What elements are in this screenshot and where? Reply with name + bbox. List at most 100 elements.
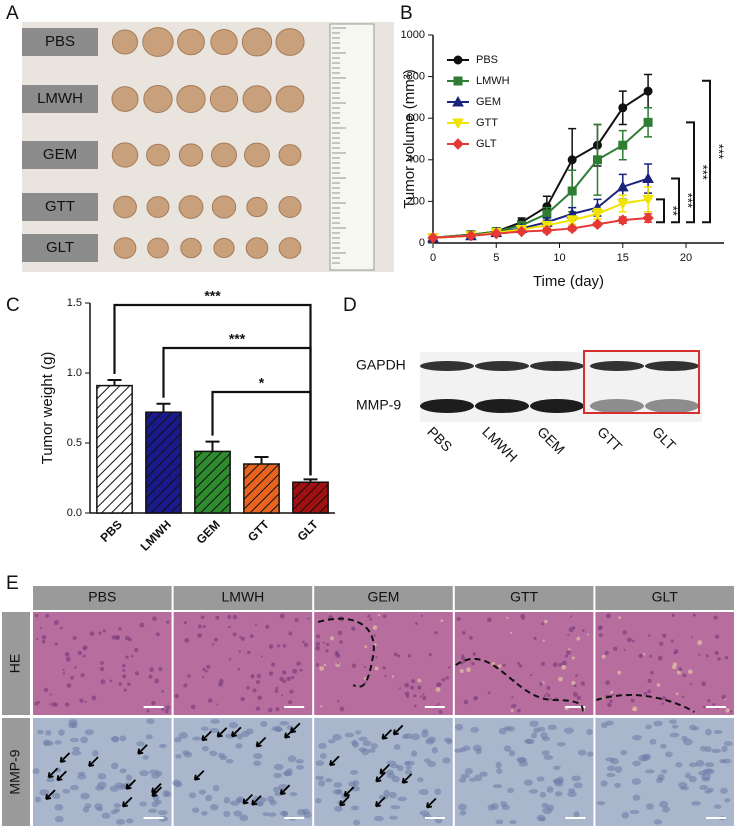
nucleus	[319, 753, 327, 759]
nucleus	[358, 747, 367, 753]
tissue-spot	[134, 648, 139, 653]
nucleus	[110, 762, 119, 770]
tissue-spot	[707, 698, 711, 703]
tissue-spot	[228, 625, 231, 629]
marker	[616, 180, 629, 192]
nucleus	[348, 781, 357, 787]
tissue-spot	[91, 695, 97, 701]
tissue-spot	[62, 672, 66, 675]
nucleus	[34, 796, 42, 803]
nucleus	[632, 760, 641, 767]
tissue-spot	[330, 636, 335, 641]
arrow	[329, 755, 340, 767]
tissue-spot	[472, 652, 477, 656]
x-tick-label: 10	[553, 252, 565, 264]
tissue-spot	[712, 703, 716, 707]
x-tick-label: 20	[680, 252, 692, 264]
error-bar	[205, 440, 220, 452]
tissue-spot	[249, 634, 254, 639]
nucleus	[136, 741, 145, 747]
nucleus	[402, 734, 409, 739]
tissue-spot	[122, 674, 127, 679]
tissue-spot	[289, 689, 294, 694]
tissue-spot	[650, 670, 654, 675]
tumor	[246, 196, 268, 218]
tumor	[278, 237, 302, 259]
tissue-spot	[315, 645, 321, 651]
tissue-spot	[49, 693, 52, 696]
tissue-spot	[227, 615, 232, 620]
panel-letter: C	[6, 295, 20, 316]
tissue-spot	[41, 635, 47, 640]
tissue-spot	[84, 700, 87, 703]
x-tick-label: 0	[430, 252, 436, 264]
tissue-spot	[705, 654, 709, 658]
tissue-spot	[49, 702, 52, 706]
nucleus	[434, 788, 442, 795]
tissue-spot	[279, 613, 285, 619]
group-label-box	[22, 141, 98, 169]
nucleus	[295, 759, 304, 764]
column-label: GLT	[652, 589, 679, 605]
tissue-spot	[316, 634, 321, 639]
nucleus	[139, 770, 149, 777]
tissue-spot	[257, 695, 263, 701]
nucleus	[629, 809, 640, 815]
nucleus	[58, 729, 65, 736]
nucleus	[459, 747, 467, 753]
nucleus	[119, 735, 127, 742]
tissue-spot	[111, 635, 117, 640]
nucleus	[295, 765, 305, 770]
nucleus	[37, 729, 44, 735]
marker	[566, 222, 578, 235]
tissue-spot	[296, 661, 301, 666]
tissue-spot	[118, 627, 122, 631]
tissue-spot	[183, 683, 188, 688]
significance-bracket	[702, 79, 711, 224]
nucleus	[536, 776, 545, 782]
tissue-spot	[506, 616, 509, 620]
nucleus	[713, 729, 723, 734]
tissue-spot	[606, 613, 612, 619]
nucleus	[573, 811, 580, 818]
tissue-spot	[281, 694, 284, 697]
tissue-spot	[411, 679, 416, 684]
tissue-spot	[288, 700, 293, 705]
nucleus	[503, 726, 512, 731]
nucleus	[217, 753, 226, 758]
tissue-spot	[125, 655, 129, 659]
blot-row-label: MMP-9	[356, 397, 401, 413]
nucleus	[201, 811, 208, 816]
tissue-spot	[649, 654, 653, 658]
nucleus	[411, 750, 418, 757]
nucleus	[524, 738, 533, 744]
tissue-spot	[475, 696, 478, 699]
nucleus	[419, 810, 430, 816]
nucleus	[645, 769, 655, 774]
marker	[643, 86, 653, 96]
nucleus	[528, 789, 539, 794]
nucleus	[707, 787, 714, 793]
marker	[452, 138, 464, 150]
tissue-spot	[671, 613, 675, 617]
nucleus	[700, 745, 707, 752]
tissue-spot	[325, 649, 329, 653]
tissue-spot	[670, 639, 674, 643]
nucleus	[606, 772, 616, 778]
nucleus	[722, 758, 732, 764]
nucleus	[70, 737, 79, 743]
nucleus	[273, 763, 284, 771]
nucleus	[417, 777, 424, 783]
tissue-spot	[320, 705, 323, 708]
tissue-spot	[139, 622, 145, 628]
nucleus	[656, 777, 663, 784]
nucleus	[262, 811, 270, 817]
tissue-spot	[372, 625, 378, 630]
tissue-spot	[256, 673, 262, 679]
tumor	[147, 237, 169, 259]
tumor-boundary	[317, 617, 375, 688]
arrow	[230, 726, 242, 738]
nucleus	[701, 777, 711, 782]
nucleus	[645, 724, 652, 730]
nucleus	[386, 772, 396, 779]
